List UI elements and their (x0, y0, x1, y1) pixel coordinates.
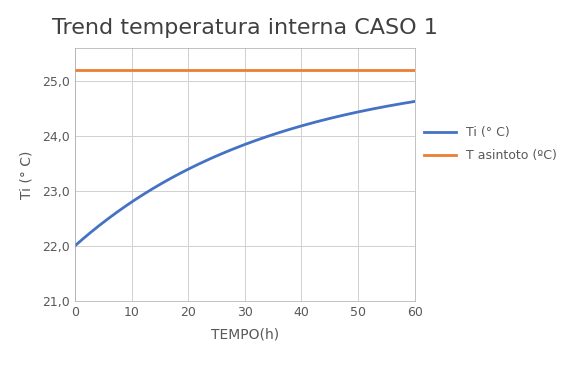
Ti (° C) (71, 244, 78, 248)
T asintoto (ºC) (77, 68, 84, 72)
Ti (° C) (255, 137, 262, 142)
Line: Ti (° C): Ti (° C) (75, 101, 415, 246)
X-axis label: TEMPO(h): TEMPO(h) (211, 327, 279, 341)
Y-axis label: Ti (° C): Ti (° C) (20, 150, 34, 199)
Legend: Ti (° C), T asintoto (ºC): Ti (° C), T asintoto (ºC) (425, 126, 556, 162)
Ti (° C) (235, 145, 242, 149)
Title: Trend temperatura interna CASO 1: Trend temperatura interna CASO 1 (52, 18, 438, 38)
Ti (° C) (233, 146, 240, 150)
Ti (° C) (411, 99, 418, 103)
Ti (° C) (350, 111, 357, 115)
Ti (° C) (274, 131, 281, 135)
T asintoto (ºC) (71, 68, 78, 72)
Ti (° C) (403, 101, 410, 105)
